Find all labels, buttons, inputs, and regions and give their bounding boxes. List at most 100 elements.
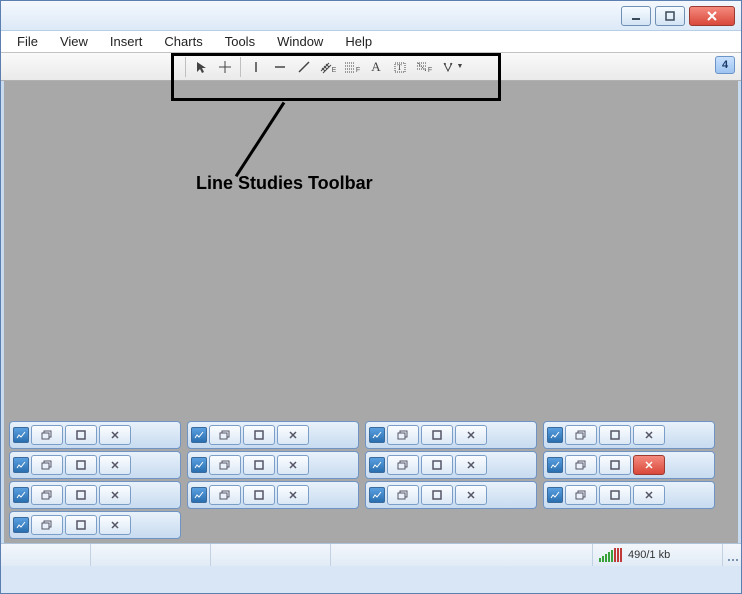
- tool-sub-f: F: [356, 67, 360, 74]
- mdi-maximize-button[interactable]: [599, 425, 631, 445]
- mdi-restore-button[interactable]: [31, 455, 63, 475]
- chart-window-icon: [191, 427, 207, 443]
- minimized-chart-window[interactable]: [187, 451, 359, 479]
- connection-text: 490/1 kb: [628, 549, 670, 561]
- mdi-maximize-button[interactable]: [421, 455, 453, 475]
- mdi-close-button[interactable]: [99, 485, 131, 505]
- mdi-close-button[interactable]: [277, 455, 309, 475]
- crosshair-tool[interactable]: [214, 56, 236, 78]
- menu-view[interactable]: View: [50, 32, 98, 51]
- minimized-chart-window[interactable]: [543, 451, 715, 479]
- mdi-restore-button[interactable]: [31, 425, 63, 445]
- mdi-close-button[interactable]: [99, 425, 131, 445]
- tool-sub-e: E: [332, 67, 337, 74]
- minimized-chart-window[interactable]: [187, 421, 359, 449]
- mdi-restore-button[interactable]: [209, 425, 241, 445]
- mdi-maximize-button[interactable]: [599, 455, 631, 475]
- status-cell-1: [1, 544, 91, 566]
- mdi-maximize-button[interactable]: [65, 515, 97, 535]
- chart-window-icon: [369, 457, 385, 473]
- mdi-close-button[interactable]: [633, 485, 665, 505]
- mdi-row: [7, 511, 735, 539]
- chart-window-icon: [13, 487, 29, 503]
- statusbar: 490/1 kb: [1, 543, 741, 566]
- chart-window-icon: [547, 487, 563, 503]
- chart-window-icon: [191, 487, 207, 503]
- mdi-close-button[interactable]: [455, 455, 487, 475]
- mdi-restore-button[interactable]: [565, 455, 597, 475]
- text-label-tool[interactable]: T: [389, 56, 411, 78]
- mdi-restore-button[interactable]: [565, 485, 597, 505]
- mdi-close-button[interactable]: [633, 455, 665, 475]
- mdi-row: [7, 481, 735, 509]
- chart-window-icon: [547, 427, 563, 443]
- minimized-chart-window[interactable]: [365, 451, 537, 479]
- notification-badge[interactable]: 4: [715, 56, 735, 74]
- vertical-line-tool[interactable]: [245, 56, 267, 78]
- minimized-chart-window[interactable]: [543, 481, 715, 509]
- mdi-restore-button[interactable]: [565, 425, 597, 445]
- pitchfork-tool[interactable]: F: [413, 56, 435, 78]
- mdi-maximize-button[interactable]: [65, 455, 97, 475]
- resize-grip[interactable]: [723, 546, 741, 564]
- horizontal-line-tool[interactable]: [269, 56, 291, 78]
- menu-file[interactable]: File: [7, 32, 48, 51]
- close-button[interactable]: [689, 6, 735, 26]
- equidistant-channel-tool[interactable]: E: [317, 56, 339, 78]
- status-cell-4: [331, 544, 593, 566]
- mdi-maximize-button[interactable]: [65, 425, 97, 445]
- minimized-chart-window[interactable]: [543, 421, 715, 449]
- chart-window-icon: [13, 427, 29, 443]
- menu-window[interactable]: Window: [267, 32, 333, 51]
- text-tool[interactable]: A: [365, 56, 387, 78]
- mdi-maximize-button[interactable]: [243, 455, 275, 475]
- mdi-maximize-button[interactable]: [243, 485, 275, 505]
- mdi-maximize-button[interactable]: [421, 485, 453, 505]
- fibonacci-tool[interactable]: F: [341, 56, 363, 78]
- mdi-close-button[interactable]: [455, 485, 487, 505]
- menu-insert[interactable]: Insert: [100, 32, 153, 51]
- connection-status[interactable]: 490/1 kb: [593, 544, 723, 566]
- shapes-dropdown-tool[interactable]: ▼: [437, 56, 467, 78]
- cursor-tool[interactable]: [190, 56, 212, 78]
- svg-text:T: T: [397, 63, 402, 72]
- minimized-chart-window[interactable]: [9, 511, 181, 539]
- mdi-close-button[interactable]: [99, 515, 131, 535]
- mdi-close-button[interactable]: [277, 485, 309, 505]
- mdi-close-button[interactable]: [455, 425, 487, 445]
- mdi-workspace: [1, 81, 741, 543]
- trendline-tool[interactable]: [293, 56, 315, 78]
- mdi-restore-button[interactable]: [387, 485, 419, 505]
- mdi-restore-button[interactable]: [31, 515, 63, 535]
- mdi-restore-button[interactable]: [209, 485, 241, 505]
- toolbar-separator: [240, 57, 241, 77]
- menu-tools[interactable]: Tools: [215, 32, 265, 51]
- mdi-restore-button[interactable]: [387, 425, 419, 445]
- mdi-close-button[interactable]: [99, 455, 131, 475]
- maximize-button[interactable]: [655, 6, 685, 26]
- chart-window-icon: [13, 517, 29, 533]
- mdi-maximize-button[interactable]: [243, 425, 275, 445]
- minimized-chart-window[interactable]: [9, 451, 181, 479]
- toolbar: E F A T F ▼ 4: [1, 53, 741, 81]
- mdi-maximize-button[interactable]: [65, 485, 97, 505]
- mdi-close-button[interactable]: [277, 425, 309, 445]
- minimized-chart-window[interactable]: [9, 481, 181, 509]
- mdi-close-button[interactable]: [633, 425, 665, 445]
- menu-charts[interactable]: Charts: [154, 32, 212, 51]
- mdi-maximize-button[interactable]: [599, 485, 631, 505]
- minimized-chart-window[interactable]: [9, 421, 181, 449]
- minimized-chart-window[interactable]: [365, 421, 537, 449]
- mdi-row: [7, 451, 735, 479]
- minimized-chart-window[interactable]: [187, 481, 359, 509]
- connection-bars-icon: [599, 548, 622, 562]
- mdi-restore-button[interactable]: [31, 485, 63, 505]
- mdi-restore-button[interactable]: [387, 455, 419, 475]
- chart-window-icon: [369, 487, 385, 503]
- minimize-button[interactable]: [621, 6, 651, 26]
- minimized-chart-window[interactable]: [365, 481, 537, 509]
- mdi-restore-button[interactable]: [209, 455, 241, 475]
- mdi-maximize-button[interactable]: [421, 425, 453, 445]
- menu-help[interactable]: Help: [335, 32, 382, 51]
- line-studies-toolbar: E F A T F ▼: [179, 55, 471, 79]
